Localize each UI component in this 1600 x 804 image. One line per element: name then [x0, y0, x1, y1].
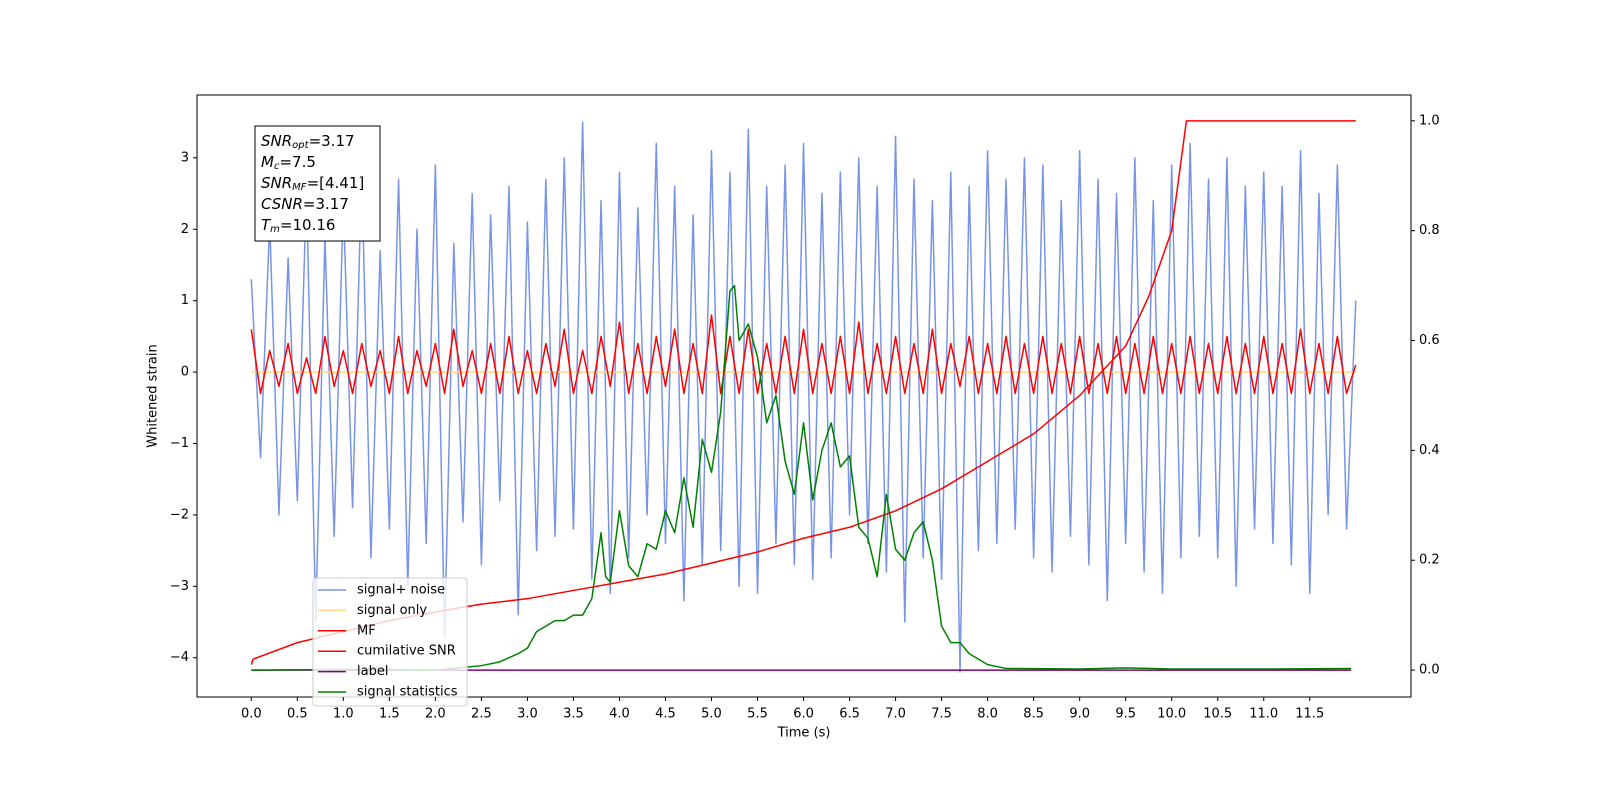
info-line: Mc=7.5 — [261, 153, 316, 173]
legend — [312, 577, 468, 707]
y-tick-label: 3 — [181, 150, 189, 165]
info-symbol: M — [261, 153, 274, 171]
y-tick-label: 1 — [181, 293, 189, 308]
info-value: =10.16 — [280, 216, 336, 234]
info-box — [254, 125, 381, 242]
y-tick-label: 2 — [181, 222, 189, 237]
series-line — [251, 284, 1352, 671]
x-tick-label: 7.0 — [885, 707, 906, 722]
x-tick-label: 10.5 — [1203, 707, 1232, 722]
x-tick-label: 2.5 — [471, 707, 492, 722]
legend-label: signal statistics — [357, 685, 458, 700]
x-tick-label: 8.0 — [977, 707, 998, 722]
y-axis-label: Whitened strain — [146, 344, 161, 447]
x-tick-label: 4.0 — [609, 707, 630, 722]
x-tick-label: 1.5 — [379, 707, 400, 722]
x-tick-label: 6.5 — [839, 707, 860, 722]
x-tick-label: 4.5 — [655, 707, 676, 722]
legend-label: label — [357, 664, 388, 679]
y2-tick-label: 0.8 — [1419, 223, 1440, 238]
info-subscript: c — [274, 161, 280, 172]
x-tick-label: 9.0 — [1069, 707, 1090, 722]
y2-tick-label: 1.0 — [1419, 113, 1440, 128]
info-line: SNRopt=3.17 — [261, 132, 355, 152]
info-line: Tm=10.16 — [261, 216, 335, 236]
info-subscript: opt — [292, 140, 309, 151]
y-tick-label: −2 — [170, 507, 189, 522]
y-tick-label: −4 — [170, 650, 189, 665]
series-line — [250, 121, 1357, 673]
info-subscript: m — [270, 224, 280, 235]
info-line: CSNR=3.17 — [261, 195, 349, 213]
legend-label: signal+ noise — [357, 583, 445, 598]
x-tick-label: 8.5 — [1023, 707, 1044, 722]
x-tick-label: 5.5 — [747, 707, 768, 722]
info-line: SNRMF=[4.41] — [261, 174, 364, 194]
y-tick-label: −3 — [170, 579, 189, 594]
x-tick-label: 5.0 — [701, 707, 722, 722]
x-tick-label: 11.0 — [1249, 707, 1278, 722]
x-tick-label: 3.5 — [563, 707, 584, 722]
x-tick-label: 1.0 — [333, 707, 354, 722]
info-value: =3.17 — [303, 195, 349, 213]
info-symbol: T — [261, 216, 272, 234]
x-tick-label: 7.5 — [931, 707, 952, 722]
x-tick-label: 11.5 — [1295, 707, 1324, 722]
y2-tick-label: 0.4 — [1419, 443, 1440, 458]
info-symbol: SNR — [261, 132, 292, 150]
x-tick-label: 2.0 — [425, 707, 446, 722]
y-tick-label: −1 — [170, 436, 189, 451]
series-line — [250, 314, 1357, 395]
x-tick-label: 3.0 — [517, 707, 538, 722]
x-tick-label: 6.0 — [793, 707, 814, 722]
y2-tick-label: 0.2 — [1419, 553, 1440, 568]
legend-label: MF — [357, 623, 376, 638]
info-value: =7.5 — [279, 153, 315, 171]
info-value: =[4.41] — [307, 174, 365, 192]
info-subscript: MF — [292, 182, 307, 193]
x-tick-label: 0.5 — [287, 707, 308, 722]
info-symbol: CSNR — [261, 195, 303, 213]
y2-tick-label: 0.6 — [1419, 333, 1440, 348]
y2-tick-label: 0.0 — [1419, 663, 1440, 678]
legend-label: signal only — [357, 603, 427, 618]
x-tick-label: 9.5 — [1115, 707, 1136, 722]
y-tick-label: 0 — [181, 365, 189, 380]
info-value: =3.17 — [309, 132, 355, 150]
x-axis-label: Time (s) — [777, 726, 831, 741]
x-tick-label: 10.0 — [1157, 707, 1186, 722]
legend-label: cumilative SNR — [357, 644, 456, 659]
info-symbol: SNR — [261, 174, 292, 192]
x-tick-label: 0.0 — [241, 707, 262, 722]
